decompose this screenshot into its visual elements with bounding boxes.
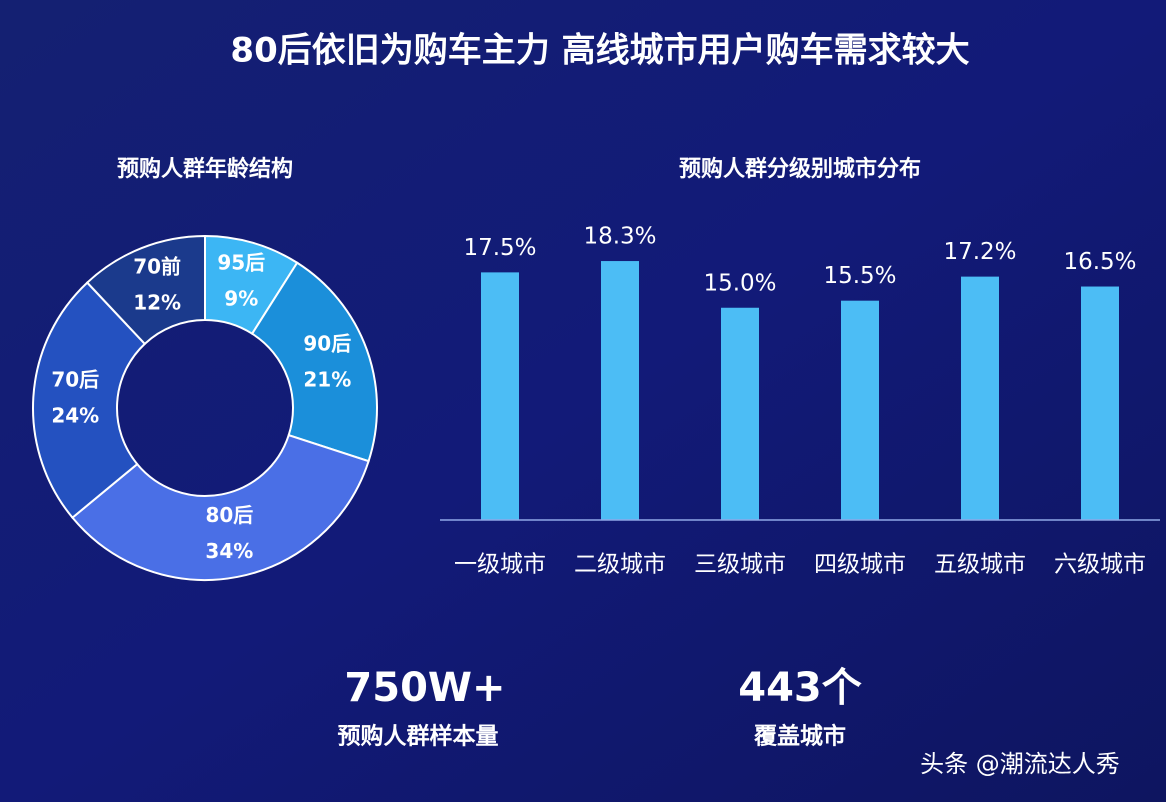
slice-category: 80后 (205, 503, 253, 527)
slice-category: 70后 (51, 367, 99, 391)
chart-title: 预购人群分级别城市分布 (679, 156, 921, 182)
bar (721, 307, 759, 520)
bar-value-label: 16.5% (1063, 249, 1136, 275)
stat-value: 443个 (738, 665, 862, 711)
x-tick-label: 二级城市 (574, 552, 666, 578)
bar (961, 276, 999, 520)
bar (1081, 286, 1119, 520)
slice-label: 21% (303, 367, 351, 391)
slice-label: 24% (51, 403, 99, 427)
donut-slice (71, 433, 370, 581)
page-title: 80后依旧为购车主力 高线城市用户购车需求较大 (230, 31, 969, 71)
stat-value: 750W+ (344, 665, 505, 711)
donut-slice (85, 234, 206, 346)
bar-value-label: 15.0% (703, 270, 776, 296)
stat-label: 预购人群样本量 (338, 723, 499, 750)
slice-category: 70前 (133, 255, 181, 279)
slice-label: 34% (205, 539, 253, 563)
bar-value-label: 15.5% (823, 263, 896, 289)
bar-value-label: 18.3% (583, 224, 656, 250)
bar (481, 272, 519, 520)
slice-label: 9% (224, 287, 258, 311)
x-tick-label: 五级城市 (934, 552, 1026, 578)
slice-category: 95后 (217, 251, 265, 275)
stat-label: 覆盖城市 (753, 723, 846, 750)
donut-slice (32, 281, 147, 520)
x-tick-label: 四级城市 (814, 552, 906, 578)
watermark: 头条 @潮流达人秀 (920, 750, 1120, 778)
bar (601, 261, 639, 520)
x-tick-label: 三级城市 (694, 552, 786, 578)
bar-value-label: 17.2% (943, 239, 1016, 265)
x-tick-label: 一级城市 (454, 552, 546, 578)
donut-slice (250, 261, 378, 463)
slice-category: 90后 (303, 331, 351, 355)
bar (841, 300, 879, 520)
slice-label: 12% (133, 291, 181, 315)
chart-title: 预购人群年龄结构 (117, 156, 293, 182)
x-tick-label: 六级城市 (1054, 552, 1146, 578)
bar-value-label: 17.5% (463, 235, 536, 261)
